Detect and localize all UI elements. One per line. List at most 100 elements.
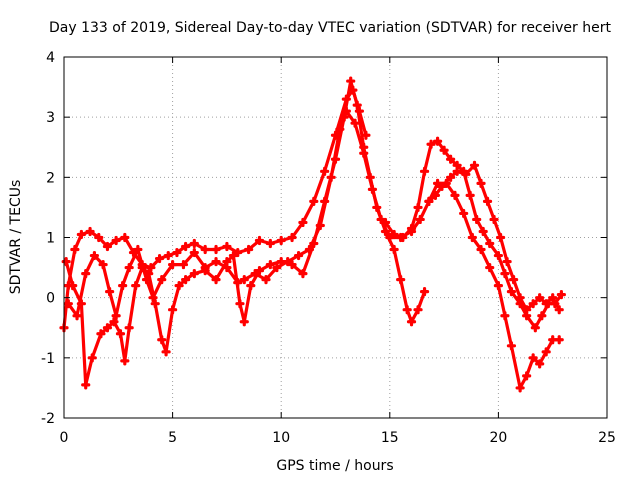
data-point-marker xyxy=(335,124,345,134)
data-point-marker xyxy=(222,241,232,252)
data-point-marker xyxy=(181,275,191,285)
data-point-marker xyxy=(320,166,330,176)
data-point-marker xyxy=(178,259,189,270)
data-point-marker xyxy=(522,305,532,315)
data-point-marker xyxy=(432,178,443,188)
data-point-marker xyxy=(115,329,126,339)
data-point-marker xyxy=(250,269,260,279)
x-tick-label: 10 xyxy=(272,430,290,446)
data-point-marker xyxy=(120,356,130,366)
data-point-marker xyxy=(133,244,143,255)
data-point-marker xyxy=(459,208,469,219)
data-point-marker xyxy=(102,323,113,333)
data-point-marker xyxy=(485,238,495,249)
data-point-marker xyxy=(461,169,471,179)
data-point-marker xyxy=(450,190,460,200)
series-line-1 xyxy=(62,88,368,330)
data-point-marker xyxy=(157,275,167,285)
data-point-marker xyxy=(211,244,221,255)
data-point-marker xyxy=(63,299,73,309)
data-point-marker xyxy=(105,287,115,297)
data-point-marker xyxy=(465,190,475,200)
data-point-marker xyxy=(141,275,152,285)
data-point-marker xyxy=(352,100,362,110)
y-tick-label: 4 xyxy=(46,50,55,66)
data-point-marker xyxy=(283,256,293,267)
data-point-marker xyxy=(144,269,154,279)
data-point-marker xyxy=(554,305,564,315)
data-point-marker xyxy=(265,238,275,249)
data-point-marker xyxy=(415,214,425,225)
data-point-marker xyxy=(495,232,506,243)
data-point-marker xyxy=(254,235,265,246)
data-point-marker xyxy=(96,329,106,339)
data-point-marker xyxy=(509,275,519,285)
data-point-marker xyxy=(326,172,336,182)
y-tick-label: 0 xyxy=(46,291,55,307)
data-point-marker xyxy=(150,299,160,309)
data-point-marker xyxy=(89,250,100,261)
data-point-marker xyxy=(287,259,297,270)
data-point-marker xyxy=(120,232,130,243)
data-point-marker xyxy=(87,353,97,363)
data-point-marker xyxy=(211,275,221,285)
data-point-marker xyxy=(419,287,430,297)
data-point-marker xyxy=(482,196,493,206)
data-point-marker xyxy=(168,259,178,270)
data-point-marker xyxy=(254,265,265,276)
data-point-marker xyxy=(174,281,184,291)
data-point-marker xyxy=(446,172,456,182)
data-point-marker xyxy=(181,241,191,252)
data-point-marker xyxy=(554,335,564,345)
data-point-marker xyxy=(556,290,566,300)
data-point-marker xyxy=(109,317,119,327)
data-point-marker xyxy=(265,259,275,270)
data-point-marker xyxy=(535,359,545,369)
data-point-marker xyxy=(341,106,351,116)
x-tick-label: 25 xyxy=(598,430,616,446)
data-point-marker xyxy=(200,244,210,255)
data-point-marker xyxy=(402,305,412,315)
data-point-marker xyxy=(70,244,80,255)
data-point-marker xyxy=(413,202,423,213)
data-point-marker xyxy=(111,311,121,321)
data-point-marker xyxy=(246,281,256,291)
data-point-marker xyxy=(211,256,221,267)
x-axis-label: GPS time / hours xyxy=(276,458,393,474)
data-point-marker xyxy=(172,247,182,258)
data-point-marker xyxy=(398,232,408,243)
data-point-marker xyxy=(161,347,171,357)
data-point-marker xyxy=(515,383,525,393)
data-point-marker xyxy=(452,166,462,176)
data-point-marker xyxy=(406,317,417,327)
data-point-marker xyxy=(68,281,78,291)
data-point-marker xyxy=(389,229,399,240)
data-point-marker xyxy=(476,244,486,255)
data-point-marker xyxy=(261,275,271,285)
x-tick-labels: 0 5 10 15 20 25 xyxy=(60,430,616,446)
data-point-marker xyxy=(124,262,134,273)
data-point-marker xyxy=(200,262,210,273)
y-tick-label: -2 xyxy=(41,411,55,427)
data-point-marker xyxy=(515,293,525,303)
data-point-marker xyxy=(146,262,156,273)
data-point-marker xyxy=(535,293,545,303)
data-point-marker xyxy=(81,380,91,390)
data-point-marker xyxy=(131,281,141,291)
data-point-marker xyxy=(380,217,391,228)
data-point-marker xyxy=(478,226,488,237)
data-point-marker xyxy=(76,229,86,240)
data-point-marker xyxy=(244,244,254,255)
data-point-marker xyxy=(500,311,510,321)
data-point-marker xyxy=(506,341,517,351)
data-point-marker xyxy=(287,232,297,243)
data-point-marker xyxy=(98,259,108,270)
data-point-marker xyxy=(396,275,406,285)
data-point-marker xyxy=(426,139,436,149)
data-point-marker xyxy=(489,214,499,225)
data-point-marker xyxy=(298,269,308,279)
data-point-marker xyxy=(502,256,512,267)
data-point-marker xyxy=(437,181,447,191)
x-tick-label: 5 xyxy=(168,430,177,446)
